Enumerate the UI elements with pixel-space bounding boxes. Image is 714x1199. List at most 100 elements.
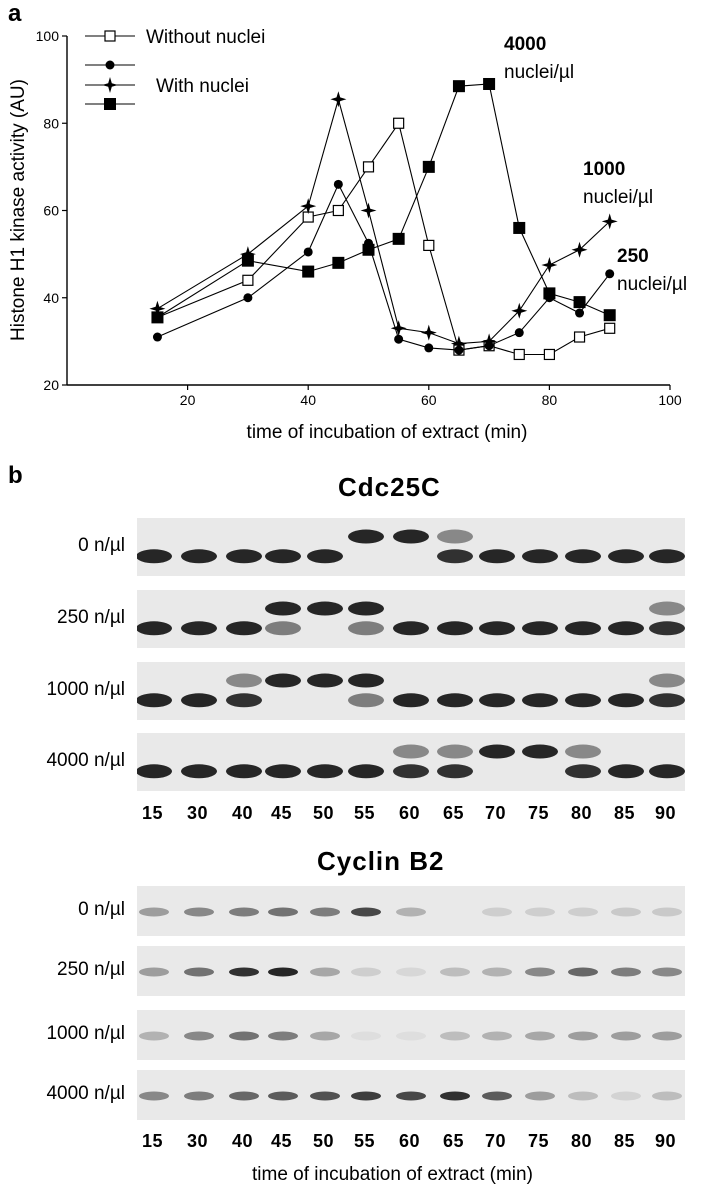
series-line <box>157 121 610 356</box>
band <box>440 1031 470 1041</box>
band-lower <box>181 693 217 708</box>
band <box>440 967 470 977</box>
data-point <box>303 247 313 257</box>
data-point <box>330 91 347 108</box>
chart-series <box>149 77 618 361</box>
legend-marker-open-square <box>104 30 116 42</box>
band-upper <box>265 601 301 616</box>
lane-number: 30 <box>187 1131 209 1151</box>
band <box>396 1031 426 1041</box>
band-lower <box>226 693 262 708</box>
band-lower <box>565 764 601 779</box>
data-point <box>151 311 164 324</box>
band <box>482 967 512 977</box>
data-point <box>332 204 344 217</box>
data-point <box>575 308 585 318</box>
band-upper <box>479 744 515 759</box>
data-point <box>571 241 588 258</box>
band-lower <box>649 621 685 636</box>
band <box>652 1091 682 1101</box>
band <box>229 1031 259 1041</box>
band <box>568 967 598 977</box>
lane-number: 15 <box>142 803 164 823</box>
blot-strip <box>137 662 685 720</box>
data-point <box>541 257 558 273</box>
band <box>351 907 381 917</box>
lane-number: 85 <box>614 803 636 823</box>
band <box>310 967 340 977</box>
y-tick-label: 20 <box>43 377 59 393</box>
chart-annotations: 4000 nuclei/µl 1000 nuclei/µl 250 nuclei/µl <box>504 34 687 295</box>
annotation-text: 4000 <box>504 34 546 55</box>
lane-number: 60 <box>399 803 421 823</box>
band <box>139 1091 169 1101</box>
blot-strip <box>137 1070 685 1120</box>
lane-number: 55 <box>354 1131 376 1151</box>
band-upper <box>226 673 262 688</box>
series-star <box>149 91 618 352</box>
data-point <box>300 198 317 215</box>
data-point <box>513 348 525 361</box>
lane-number: 50 <box>313 1131 335 1151</box>
data-point <box>450 335 467 352</box>
band-lower <box>226 621 262 636</box>
band <box>482 1091 512 1101</box>
band-lower <box>479 693 515 708</box>
panel-a-letter: a <box>8 0 22 27</box>
data-point <box>605 269 615 279</box>
band-upper <box>565 744 601 759</box>
band-lower <box>608 549 644 564</box>
annotation-text: nuclei/µl <box>504 62 574 83</box>
band-lower <box>393 764 429 779</box>
data-point <box>149 300 166 317</box>
band-lower <box>181 549 217 564</box>
band <box>396 967 426 977</box>
band-lower <box>137 693 172 708</box>
data-point <box>452 80 465 93</box>
series-line <box>157 83 610 318</box>
band <box>268 1091 298 1101</box>
blot-strip-svg <box>139 1091 682 1101</box>
y-axis-label: Histone H1 kinase activity (AU) <box>8 79 29 341</box>
blot-strip <box>137 1010 685 1060</box>
chart-axes: 20 40 60 80 100 20 40 60 80 100 <box>36 28 682 408</box>
band-upper <box>348 529 384 544</box>
band <box>268 907 298 917</box>
data-point <box>420 324 437 341</box>
data-point <box>362 161 375 173</box>
x-tick-label: 40 <box>300 392 316 408</box>
data-point <box>152 332 162 342</box>
series-filled-square <box>151 77 616 324</box>
band-upper <box>393 529 429 544</box>
band <box>184 1031 214 1041</box>
lane-number: 40 <box>232 803 254 823</box>
band-lower <box>565 621 601 636</box>
band-lower <box>307 764 343 779</box>
band-lower <box>522 621 558 636</box>
blot-row-label: 250 n/µl <box>57 607 125 628</box>
band <box>184 907 214 917</box>
band <box>268 1031 298 1041</box>
y-tick-label: 60 <box>43 203 59 219</box>
data-point <box>543 348 556 361</box>
data-point <box>394 334 404 344</box>
lane-number: 65 <box>443 1131 465 1151</box>
band <box>139 967 169 977</box>
y-tick-label: 40 <box>43 290 59 306</box>
band <box>268 967 298 977</box>
band-lower <box>479 549 515 564</box>
lane-number: 40 <box>232 1131 254 1151</box>
x-axis-label: time of incubation of extract (min) <box>247 422 528 443</box>
band-lower <box>137 621 172 636</box>
band-upper <box>348 673 384 688</box>
legend-label-without-nuclei: Without nuclei <box>146 27 265 48</box>
data-point <box>393 117 405 129</box>
blot-strip <box>137 733 685 791</box>
data-point <box>573 296 586 309</box>
band <box>482 907 512 917</box>
band <box>568 1091 598 1101</box>
band <box>611 967 641 977</box>
band-lower <box>307 549 343 564</box>
data-point <box>241 254 254 267</box>
data-point <box>543 287 556 300</box>
